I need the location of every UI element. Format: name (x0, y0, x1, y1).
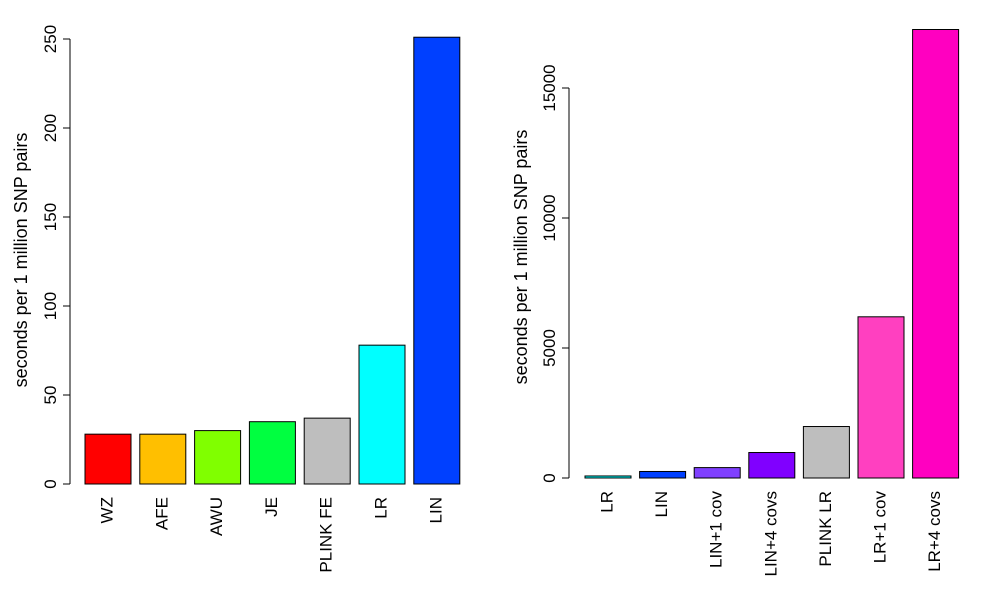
left-y-tick-label: 150 (41, 203, 60, 231)
right-bar (802, 426, 850, 479)
left-category-label: AFE (152, 497, 171, 530)
left-y-tick-label: 0 (41, 479, 60, 488)
left-bar (139, 433, 187, 485)
left-y-tick-label: 100 (41, 292, 60, 320)
left-category-label: LIN (426, 497, 445, 523)
left-bar (248, 421, 296, 485)
left-bar (413, 36, 461, 485)
left-bar (358, 344, 406, 485)
left-y-tick-label: 250 (41, 25, 60, 53)
left-category-label: PLINK FE (317, 497, 336, 573)
right-bar (857, 316, 905, 479)
right-bar (639, 470, 687, 479)
right-category-label: LR+4 covs (925, 491, 944, 572)
left-bar-chart: seconds per 1 million SNP pairs 0 50 100 15… (11, 25, 461, 573)
right-y-tick-label: 0 (540, 473, 559, 482)
right-bar (748, 452, 796, 479)
right-bar (693, 467, 741, 479)
right-category-label: LIN+1 cov (707, 491, 726, 569)
left-bar (84, 433, 132, 485)
right-category-label: LR+1 cov (870, 491, 889, 564)
right-category-label: LIN+4 covs (761, 491, 780, 577)
right-y-tick-label: 15000 (540, 64, 559, 111)
right-category-label: LIN (652, 491, 671, 517)
right-bar-chart: seconds per 1 million SNP pairs 0 5000 100… (511, 29, 960, 577)
right-bar (584, 475, 632, 479)
left-bar (194, 430, 242, 485)
right-bar (912, 29, 960, 479)
right-y-tick-label: 5000 (540, 329, 559, 367)
left-y-tick-label: 200 (41, 114, 60, 142)
right-y-axis-label: seconds per 1 million SNP pairs (511, 130, 531, 385)
left-category-label: JE (262, 497, 281, 517)
right-category-label: PLINK LR (816, 491, 835, 567)
left-y-tick-label: 50 (41, 386, 60, 405)
right-category-label: LR (597, 491, 616, 513)
left-bar (303, 417, 351, 485)
right-y-tick-label: 10000 (540, 194, 559, 241)
left-y-axis-label: seconds per 1 million SNP pairs (11, 133, 31, 388)
left-category-label: LR (371, 497, 390, 519)
left-category-label: AWU (207, 497, 226, 536)
left-category-label: WZ (97, 497, 116, 523)
